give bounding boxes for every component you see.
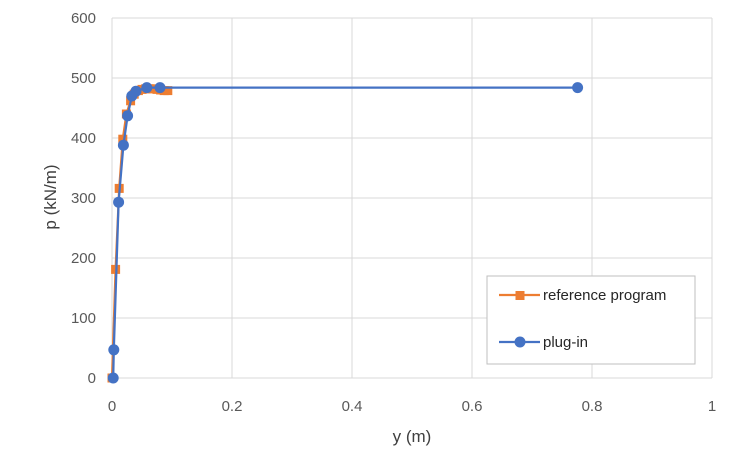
y-tick-label: 600 bbox=[71, 10, 96, 27]
data-point-plug-in bbox=[117, 139, 129, 151]
series-line-plug-in bbox=[112, 86, 578, 379]
legend: reference program plug-in bbox=[486, 275, 696, 365]
y-tick-label: 500 bbox=[71, 70, 96, 87]
y-tick-label: 0 bbox=[88, 370, 96, 387]
y-tick-label: 300 bbox=[71, 190, 96, 207]
x-tick-label: 0 bbox=[108, 398, 116, 415]
legend-box bbox=[486, 275, 696, 365]
data-point-plug-in bbox=[107, 372, 119, 384]
data-point-plug-in bbox=[572, 82, 584, 94]
y-tick-label: 200 bbox=[71, 250, 96, 267]
y-tick-label: 100 bbox=[71, 310, 96, 327]
legend-marker-plug-in bbox=[514, 336, 526, 348]
x-tick-label: 0.6 bbox=[462, 398, 483, 415]
data-point-reference-program bbox=[163, 86, 173, 96]
data-point-plug-in bbox=[108, 344, 120, 356]
x-tick-label: 0.2 bbox=[222, 398, 243, 415]
y-tick-label: 400 bbox=[71, 130, 96, 147]
data-point-plug-in bbox=[130, 85, 142, 97]
x-tick-label: 0.8 bbox=[582, 398, 603, 415]
x-axis-title: y (m) bbox=[393, 427, 432, 446]
x-tick-label: 0.4 bbox=[342, 398, 363, 415]
data-point-plug-in bbox=[122, 110, 134, 122]
series-marks bbox=[107, 82, 584, 384]
gridlines bbox=[111, 17, 713, 379]
y-tick-labels: 0 100 200 300 400 500 600 bbox=[71, 10, 96, 387]
x-tick-labels: 0 0.2 0.4 0.6 0.8 1 bbox=[108, 398, 716, 415]
legend-label-plug-in: plug-in bbox=[543, 334, 588, 351]
data-point-plug-in bbox=[113, 196, 125, 208]
y-axis-title: p (kN/m) bbox=[41, 164, 60, 229]
data-point-plug-in bbox=[141, 82, 153, 94]
legend-label-reference-program: reference program bbox=[543, 287, 666, 304]
x-tick-label: 1 bbox=[708, 398, 716, 415]
data-point-plug-in bbox=[154, 82, 166, 94]
data-point-reference-program bbox=[118, 134, 128, 144]
legend-marker-reference-program bbox=[515, 291, 525, 300]
